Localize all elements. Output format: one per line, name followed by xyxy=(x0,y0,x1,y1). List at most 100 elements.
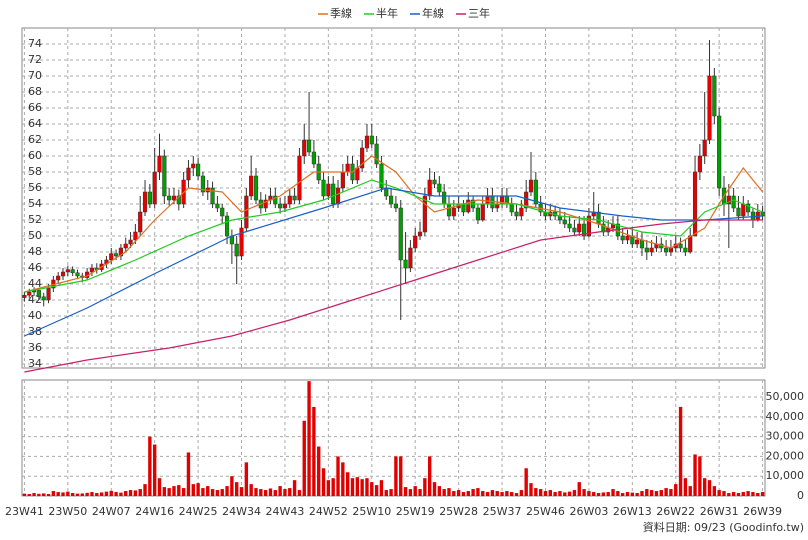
candle-body xyxy=(746,203,751,213)
volume-bar xyxy=(548,490,552,496)
volume-bar xyxy=(490,490,495,496)
volume-bar xyxy=(124,491,128,496)
candle-body xyxy=(519,207,524,217)
candle-body xyxy=(162,155,167,197)
volume-bar xyxy=(70,493,75,496)
candle-body xyxy=(509,203,514,213)
volume-bar xyxy=(471,489,475,496)
volume-bar xyxy=(664,488,668,496)
volume-bar xyxy=(572,490,577,496)
y-tick-label: 74 xyxy=(28,37,42,50)
x-tick-label: 23W41 xyxy=(5,505,44,518)
volume-bar xyxy=(698,456,702,496)
candle-body xyxy=(22,294,27,298)
volume-bar xyxy=(239,487,244,496)
candle-body xyxy=(224,215,230,237)
volume-bar xyxy=(500,492,504,496)
candle-body xyxy=(639,239,645,249)
volume-bar xyxy=(42,493,46,496)
x-tick-label: 26W31 xyxy=(700,505,739,518)
ma-line xyxy=(24,155,764,293)
candle-body xyxy=(176,195,181,205)
volume-bar xyxy=(389,489,393,496)
volume-bar xyxy=(27,494,31,496)
volume-bar xyxy=(596,493,601,496)
volume-bar xyxy=(751,492,755,496)
x-tick-label: 25W37 xyxy=(483,505,522,518)
volume-bar xyxy=(307,381,311,496)
volume-bar xyxy=(259,489,263,496)
volume-bar xyxy=(326,480,331,496)
candle-body xyxy=(89,267,95,273)
volume-bar xyxy=(403,487,408,496)
candle-body xyxy=(65,269,70,273)
y-tick-label: 58 xyxy=(28,165,42,178)
volume-bar xyxy=(85,492,89,496)
y2-tick-label: 30,000 xyxy=(766,430,805,443)
candle-body xyxy=(118,247,123,257)
candle-body xyxy=(697,155,702,173)
candle-body xyxy=(70,269,75,274)
candle-body xyxy=(567,223,572,229)
candle-body xyxy=(210,187,215,205)
volume-bar xyxy=(177,485,181,496)
candle-body xyxy=(263,199,268,209)
volume-bar xyxy=(138,489,142,496)
volume-bar xyxy=(104,491,109,496)
candle-body xyxy=(244,195,249,229)
volume-bar xyxy=(731,492,736,496)
candle-body xyxy=(321,179,326,197)
y-tick-label: 72 xyxy=(28,53,42,66)
y-tick-label: 56 xyxy=(28,181,42,194)
candle-body xyxy=(692,171,698,237)
volume-bar xyxy=(61,492,65,496)
volume-bar xyxy=(114,492,118,496)
volume-bar xyxy=(582,489,586,496)
candle-body xyxy=(422,195,427,233)
volume-bar xyxy=(683,478,688,496)
volume-bar xyxy=(717,490,721,496)
candle-body xyxy=(215,203,220,209)
candle-body xyxy=(413,235,418,249)
candle-body xyxy=(712,75,717,117)
candle-body xyxy=(36,290,41,298)
volume-bar xyxy=(37,493,41,496)
volume-bar xyxy=(90,492,94,496)
volume-bar xyxy=(524,468,528,496)
volume-bar xyxy=(534,488,538,496)
volume-bar xyxy=(365,478,369,496)
y-tick-label: 52 xyxy=(28,213,42,226)
volume-bar xyxy=(587,491,591,496)
candle-body xyxy=(741,203,746,217)
candle-body xyxy=(475,207,481,221)
x-tick-label: 24W16 xyxy=(135,505,174,518)
volume-bar xyxy=(51,491,56,496)
candle-body xyxy=(432,179,437,185)
volume-bar xyxy=(707,480,712,496)
x-tick-label: 24W43 xyxy=(266,505,305,518)
candle-body xyxy=(27,291,32,296)
volume-bar xyxy=(461,492,466,496)
volume-bar xyxy=(688,486,692,496)
volume-bar xyxy=(606,492,610,496)
candle-body xyxy=(142,191,148,213)
candle-body xyxy=(717,115,722,189)
volume-bar xyxy=(659,490,663,496)
candle-body xyxy=(760,211,765,217)
ma-line xyxy=(24,179,763,293)
volume-bar xyxy=(736,493,741,496)
volume-bar xyxy=(669,489,673,496)
volume-bar xyxy=(317,446,321,496)
candle-body xyxy=(379,163,384,189)
y-tick-label: 40 xyxy=(28,309,42,322)
candle-body xyxy=(311,151,316,165)
volume-bar xyxy=(654,491,659,496)
candle-body xyxy=(56,275,61,281)
volume-bar xyxy=(345,472,350,496)
candle-body xyxy=(577,223,582,233)
volume-bar xyxy=(133,490,138,496)
volume-bar xyxy=(32,493,36,496)
candle-body xyxy=(408,247,413,269)
ma-line xyxy=(24,219,763,373)
candle-body xyxy=(292,195,297,201)
